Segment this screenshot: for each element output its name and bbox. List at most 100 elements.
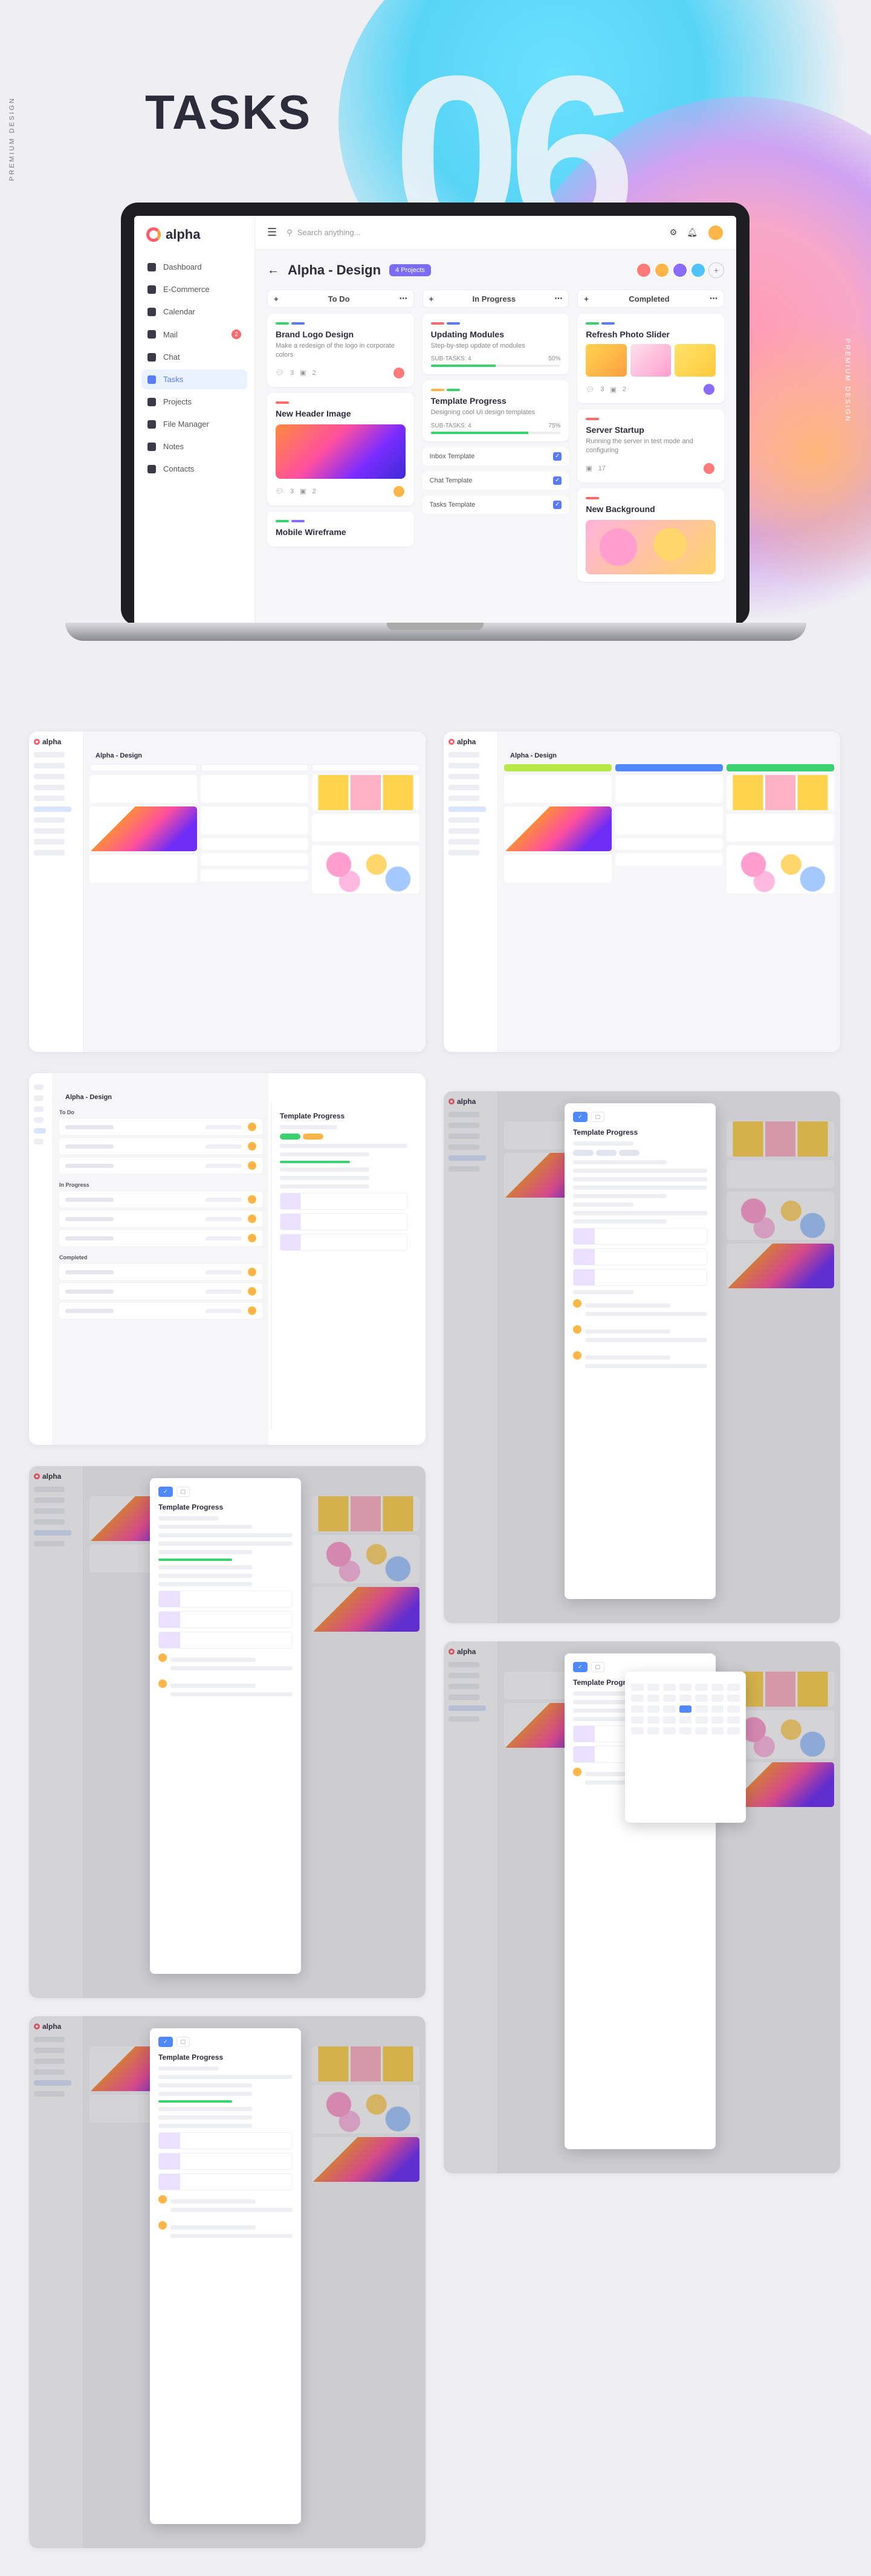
checkbox-icon[interactable]: ✓ (553, 476, 562, 485)
avatar[interactable] (702, 461, 716, 475)
avatar[interactable] (392, 366, 406, 380)
comment-icon: 💬︎ (586, 386, 595, 394)
section-label: Completed (59, 1254, 88, 1260)
date-picker[interactable] (625, 1672, 746, 1823)
preview-assignee-picker: alpha ✓ ▢ Template Progress (29, 2016, 426, 2548)
add-task-icon[interactable]: + (274, 294, 279, 303)
more-icon[interactable]: ⋯ (554, 294, 563, 303)
task-title: Mobile Wireframe (276, 527, 346, 537)
task-card[interactable]: Updating Modules Step-by-step update of … (422, 314, 569, 375)
avatar[interactable] (690, 262, 706, 278)
task-description: Make a redesign of the logo in corporate… (276, 342, 395, 359)
avatar[interactable] (702, 383, 716, 396)
sidebar-item-tasks[interactable]: Tasks (141, 369, 247, 389)
more-icon[interactable]: ⋯ (710, 294, 718, 303)
column-header: + In Progress ⋯ (422, 290, 569, 308)
task-card[interactable]: Mobile Wireframe (267, 511, 414, 547)
checkbox-icon[interactable]: ✓ (553, 452, 562, 461)
cart-icon (147, 285, 156, 294)
task-title: Template Progress (573, 1678, 638, 1687)
subtask-count: SUB-TASKS: 4 (430, 422, 471, 429)
hamburger-menu-icon[interactable]: ☰ (267, 226, 277, 238)
task-title: Template Progress (158, 2053, 224, 2062)
more-icon[interactable]: ⋯ (399, 294, 407, 303)
subtask-item[interactable]: Inbox Template ✓ (422, 447, 569, 466)
back-arrow-icon[interactable]: ← (267, 263, 279, 277)
page-title: Alpha - Design (510, 752, 557, 759)
task-card[interactable]: Template Progress Designing cool UI desi… (422, 380, 569, 441)
kanban-board: + To Do ⋯ Brand Logo Design Make a redes… (267, 290, 725, 626)
board-header: ← Alpha - Design 4 Projects + (267, 258, 724, 282)
tasks-icon (147, 375, 156, 384)
projects-icon (147, 397, 156, 406)
column-completed: + Completed ⋯ Refresh Photo Slider (577, 290, 725, 626)
preview-list-view: Alpha - Design To Do In Progress Complet… (29, 1073, 426, 1445)
avatar[interactable] (672, 262, 688, 278)
search-input[interactable]: Search anything... (297, 228, 361, 237)
task-card[interactable]: New Header Image 💬︎ 3 ▣ 2 (267, 392, 414, 505)
task-title: Template Progress (430, 396, 507, 406)
subtask-item[interactable]: Tasks Template ✓ (422, 495, 569, 514)
search-icon: ⚲ (287, 227, 293, 237)
column-header: + Completed ⋯ (577, 290, 725, 308)
avatar[interactable] (654, 262, 670, 278)
add-task-icon[interactable]: + (429, 294, 434, 303)
preview-board-colored: alpha Alpha - Design (444, 732, 840, 1052)
task-title: New Header Image (276, 408, 351, 418)
add-member-button[interactable]: + (708, 262, 724, 278)
bell-icon[interactable]: 🔔︎ (687, 227, 698, 237)
sidebar-item-chat[interactable]: Chat (141, 347, 247, 367)
page-title: Alpha - Design (96, 752, 143, 759)
mail-icon (147, 330, 156, 339)
calendar-icon (147, 307, 156, 316)
side-label-left: PREMIUM DESIGN (8, 97, 16, 181)
sidebar-item-file-manager[interactable]: File Manager (141, 414, 247, 434)
hero-section: 06 TASKS PREMIUM DESIGN PREMIUM DESIGN a… (0, 0, 871, 683)
search-bar[interactable]: ⚲ Search anything... (287, 228, 660, 238)
attachment-icon: ▣ (586, 465, 592, 473)
contacts-icon (147, 464, 156, 473)
task-title: Template Progress (158, 1503, 224, 1511)
progress-percent: 50% (548, 355, 561, 363)
task-card[interactable]: Refresh Photo Slider 💬︎ 3 ▣ 2 (577, 314, 725, 403)
side-label-right: PREMIUM DESIGN (844, 339, 851, 423)
sidebar: alpha Dashboard E-Commerce Calendar Mail… (134, 216, 255, 626)
user-avatar[interactable] (707, 224, 724, 241)
sidebar-item-calendar[interactable]: Calendar (141, 302, 247, 322)
avatar[interactable] (392, 484, 406, 498)
task-title: Refresh Photo Slider (586, 329, 670, 339)
task-card[interactable]: Brand Logo Design Make a redesign of the… (267, 314, 414, 387)
sidebar-item-projects[interactable]: Projects (141, 392, 247, 412)
subtask-item[interactable]: Chat Template ✓ (422, 471, 569, 490)
sidebar-item-notes[interactable]: Notes (141, 436, 247, 456)
sidebar-item-mail[interactable]: Mail 2 (141, 324, 247, 345)
topbar: ☰ ⚲ Search anything... ⚙ 🔔︎ (255, 216, 736, 250)
laptop-frame: alpha Dashboard E-Commerce Calendar Mail… (121, 203, 750, 626)
task-title: Server Startup (586, 425, 644, 435)
app-window: alpha Dashboard E-Commerce Calendar Mail… (134, 216, 736, 626)
subtask-count: SUB-TASKS: 4 (430, 355, 471, 363)
avatar[interactable] (636, 262, 652, 278)
sidebar-item-contacts[interactable]: Contacts (141, 459, 247, 479)
column-in-progress: + In Progress ⋯ Updating Modules Step-by… (422, 290, 569, 626)
gear-icon[interactable]: ⚙ (669, 227, 678, 237)
task-card[interactable]: New Background (577, 488, 725, 582)
task-title: Brand Logo Design (276, 329, 354, 339)
page-title: Alpha - Design (288, 262, 381, 277)
column-todo: + To Do ⋯ Brand Logo Design Make a redes… (267, 290, 414, 626)
preview-task-modal: alpha ✓ ▢ Template Progress (444, 1091, 840, 1623)
progress-bar (430, 365, 561, 368)
task-card[interactable]: Server Startup Running the server in tes… (577, 409, 725, 482)
task-image (276, 424, 406, 479)
team-members: + (636, 262, 724, 278)
attachment-icon: ▣ (300, 369, 306, 377)
notes-icon (147, 442, 156, 451)
sidebar-item-dashboard[interactable]: Dashboard (141, 257, 247, 277)
add-task-icon[interactable]: + (584, 294, 589, 303)
logo[interactable]: alpha (134, 216, 254, 253)
logo-icon (146, 227, 161, 242)
sidebar-item-ecommerce[interactable]: E-Commerce (141, 279, 247, 299)
checkbox-icon[interactable]: ✓ (553, 500, 562, 509)
progress-percent: 75% (548, 422, 561, 429)
comment-icon: 💬︎ (276, 369, 284, 377)
